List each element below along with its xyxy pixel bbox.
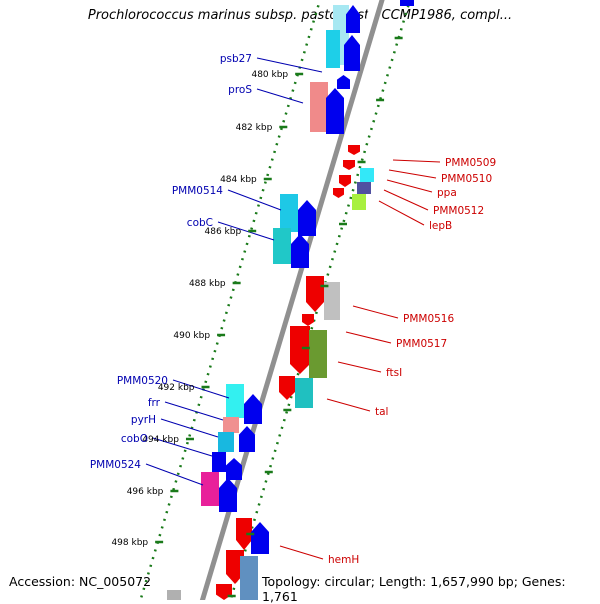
forward-gene-arrow bbox=[346, 5, 360, 33]
label-leader-line bbox=[279, 545, 324, 560]
forward-gene-arrow bbox=[251, 522, 269, 554]
forward-gene-arrow bbox=[298, 200, 316, 236]
gene-block bbox=[352, 194, 366, 210]
gene-label-ppa: ppa bbox=[437, 187, 457, 199]
label-leader-line bbox=[392, 159, 441, 163]
tick-label: 496 kbp bbox=[127, 487, 164, 497]
tick-label: 498 kbp bbox=[111, 538, 148, 548]
gene-block bbox=[309, 330, 327, 378]
reverse-gene-arrow bbox=[226, 550, 244, 584]
gene-block bbox=[324, 282, 340, 320]
gene-label-cobo: cobO bbox=[121, 433, 148, 445]
gene-block bbox=[295, 378, 313, 408]
gene-label-psb27: psb27 bbox=[220, 53, 252, 65]
label-leader-line bbox=[145, 463, 204, 486]
label-leader-line bbox=[386, 179, 433, 193]
label-leader-line bbox=[164, 401, 224, 421]
accession-text: Accession: NC_005072 bbox=[9, 574, 152, 589]
gene-label-pmm0516: PMM0516 bbox=[403, 313, 454, 325]
label-leader-line bbox=[378, 200, 425, 226]
forward-gene-arrow bbox=[337, 75, 350, 89]
label-leader-line bbox=[337, 361, 382, 373]
label-leader-line bbox=[152, 437, 213, 457]
tick-label: 482 kbp bbox=[236, 123, 273, 133]
tick-label: 494 kbp bbox=[142, 435, 179, 445]
label-leader-line bbox=[217, 221, 275, 241]
gene-block bbox=[280, 194, 298, 232]
tick-label: 480 kbp bbox=[251, 70, 288, 80]
label-leader-line bbox=[256, 57, 323, 73]
gene-block bbox=[326, 30, 340, 68]
reverse-gene-arrow bbox=[339, 175, 351, 187]
reverse-gene-arrow bbox=[306, 276, 324, 312]
label-leader-line bbox=[345, 331, 392, 344]
gene-label-frr: frr bbox=[148, 397, 161, 409]
tick-label: 492 kbp bbox=[158, 383, 195, 393]
gene-block bbox=[167, 590, 181, 600]
gene-block bbox=[240, 556, 258, 600]
label-leader-line bbox=[256, 88, 304, 104]
tick-label: 484 kbp bbox=[220, 175, 257, 185]
gene-label-pmm0512: PMM0512 bbox=[433, 205, 484, 217]
forward-gene-arrow bbox=[291, 234, 309, 268]
label-leader-line bbox=[160, 418, 219, 438]
label-leader-line bbox=[388, 169, 437, 179]
label-leader-line bbox=[383, 189, 429, 211]
reverse-gene-arrow bbox=[290, 326, 310, 374]
gene-block bbox=[273, 228, 291, 264]
tick-label: 486 kbp bbox=[205, 227, 242, 237]
gene-block bbox=[360, 168, 374, 182]
reverse-gene-arrow bbox=[343, 160, 355, 170]
gene-label-pros: proS bbox=[228, 84, 252, 96]
reverse-gene-arrow bbox=[216, 584, 232, 600]
gene-label-tal: tal bbox=[375, 406, 388, 418]
gene-block bbox=[212, 452, 226, 472]
reverse-gene-arrow bbox=[348, 145, 360, 155]
forward-gene-arrow bbox=[226, 458, 242, 480]
gene-block bbox=[226, 384, 244, 418]
forward-gene-arrow bbox=[244, 394, 262, 424]
forward-gene-arrow bbox=[219, 478, 237, 512]
gene-label-hemh: hemH bbox=[328, 554, 359, 566]
tick-label: 490 kbp bbox=[173, 331, 210, 341]
gene-label-pmm0520: PMM0520 bbox=[117, 375, 168, 387]
gene-label-ftsi: ftsI bbox=[386, 367, 402, 379]
gene-block bbox=[400, 0, 414, 6]
label-leader-line bbox=[227, 189, 282, 211]
label-leader-line bbox=[172, 379, 230, 399]
reverse-gene-arrow bbox=[279, 376, 295, 400]
gene-block bbox=[201, 472, 219, 506]
forward-gene-arrow bbox=[239, 426, 255, 452]
gene-label-lepb: lepB bbox=[429, 220, 452, 232]
map-title: Prochlorococcus marinus subsp. pastoris … bbox=[87, 8, 513, 23]
gene-block bbox=[223, 417, 239, 433]
gene-label-pmm0509: PMM0509 bbox=[445, 157, 496, 169]
gene-block bbox=[357, 182, 371, 194]
reverse-gene-arrow bbox=[333, 188, 344, 198]
gene-label-pmm0510: PMM0510 bbox=[441, 173, 492, 185]
forward-gene-arrow bbox=[344, 35, 360, 71]
gene-block bbox=[218, 432, 234, 452]
tick-label: 488 kbp bbox=[189, 279, 226, 289]
reverse-gene-arrow bbox=[302, 314, 314, 326]
gene-label-pmm0517: PMM0517 bbox=[396, 338, 447, 350]
forward-gene-arrow bbox=[326, 88, 344, 134]
label-leader-line bbox=[326, 398, 371, 412]
gene-block bbox=[310, 82, 328, 132]
gene-label-pyrh: pyrH bbox=[131, 414, 156, 426]
gene-label-pmm0514: PMM0514 bbox=[172, 185, 223, 197]
gene-label-pmm0524: PMM0524 bbox=[90, 459, 141, 471]
gene-label-cobc: cobC bbox=[187, 217, 213, 229]
label-leader-line bbox=[352, 305, 399, 319]
reverse-gene-arrow bbox=[236, 518, 252, 550]
